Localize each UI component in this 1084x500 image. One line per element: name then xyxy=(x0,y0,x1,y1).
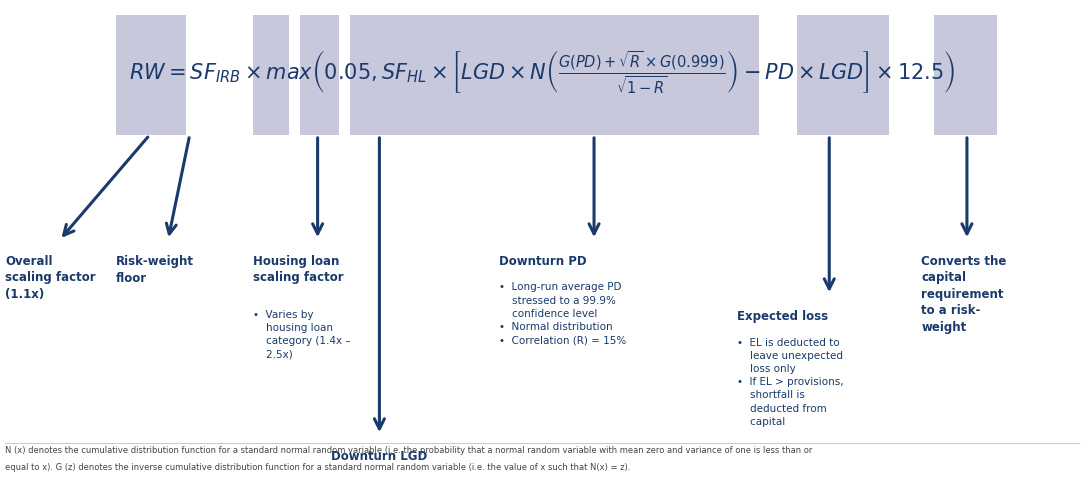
Text: N (x) denotes the cumulative distribution function for a standard normal random : N (x) denotes the cumulative distributio… xyxy=(5,446,813,455)
Text: •  Long-run average PD
    stressed to a 99.9%
    confidence level
•  Normal di: • Long-run average PD stressed to a 99.9… xyxy=(499,282,625,346)
Text: Risk-weight
floor: Risk-weight floor xyxy=(116,255,194,284)
Text: Downturn PD: Downturn PD xyxy=(499,255,586,268)
Text: Overall
scaling factor
(1.1x): Overall scaling factor (1.1x) xyxy=(5,255,96,301)
Bar xyxy=(116,15,186,135)
Text: equal to x). G (z) denotes the inverse cumulative distribution function for a st: equal to x). G (z) denotes the inverse c… xyxy=(5,462,631,471)
Bar xyxy=(350,15,759,135)
Bar xyxy=(797,15,889,135)
Text: •  EL is deducted to
    leave unexpected
    loss only
•  If EL > provisions,
 : • EL is deducted to leave unexpected los… xyxy=(737,338,843,426)
Text: Converts the
capital
requirement
to a risk-
weight: Converts the capital requirement to a ri… xyxy=(921,255,1007,334)
Text: $RW = SF_{IRB} \times max\left(0.05, SF_{HL} \times \left[LGD \times N\left(\fra: $RW = SF_{IRB} \times max\left(0.05, SF_… xyxy=(129,49,955,96)
Text: •  Varies by
    housing loan
    category (1.4x –
    2.5x): • Varies by housing loan category (1.4x … xyxy=(253,310,350,360)
Text: Housing loan
scaling factor: Housing loan scaling factor xyxy=(253,255,344,284)
Text: Downturn LGD: Downturn LGD xyxy=(331,450,427,463)
Bar xyxy=(300,15,339,135)
Text: Expected loss: Expected loss xyxy=(737,310,828,323)
Bar xyxy=(253,15,289,135)
Bar xyxy=(934,15,997,135)
